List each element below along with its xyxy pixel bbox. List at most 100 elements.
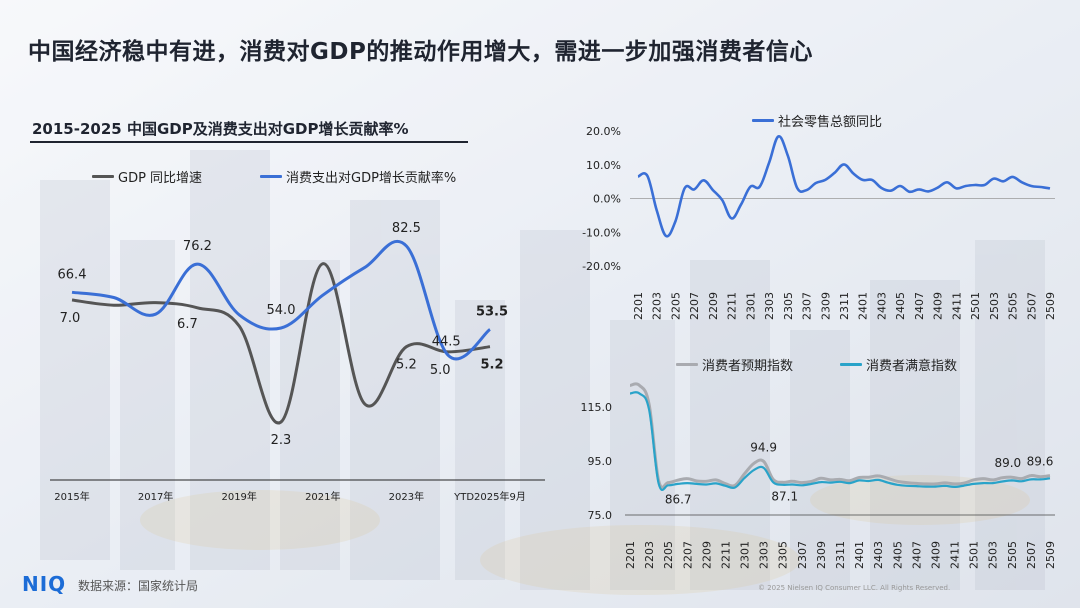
confidence-x-tick-label: 2403	[872, 541, 885, 569]
legend-expect-label: 消费者预期指数	[702, 359, 794, 374]
retail-x-tick-label: 2403	[875, 292, 888, 320]
retail-x-tick-label: 2405	[894, 292, 907, 320]
retail-x-tick-label: 2309	[819, 292, 832, 320]
left-chart-title: 2015-2025 中国GDP及消费支出对GDP增长贡献率%	[32, 120, 409, 138]
retail-x-tick-label: 2301	[744, 292, 757, 320]
legend-gdp-label: GDP 同比增速	[118, 171, 203, 186]
data-label: 94.9	[750, 440, 777, 454]
legend-gdp: GDP 同比增速	[92, 167, 202, 186]
data-label: 86.7	[665, 492, 692, 506]
left-chart-title-underline	[30, 141, 468, 143]
legend-retail-label: 社会零售总额同比	[778, 115, 883, 130]
data-label: 7.0	[60, 311, 81, 326]
retail-x-tick-label: 2311	[838, 292, 851, 320]
retail-x-tick-label: 2503	[988, 292, 1001, 320]
confidence-x-tick-label: 2303	[758, 541, 771, 569]
data-label: 76.2	[183, 239, 212, 254]
series-line-satisfy	[629, 391, 1051, 492]
retail-x-tick-label: 2411	[950, 292, 963, 320]
retail-y-tick-label: -20.0%	[582, 260, 621, 273]
confidence-x-tick-label: 2305	[777, 541, 790, 569]
confidence-x-tick-label: 2307	[796, 541, 809, 569]
data-label: 5.2	[396, 358, 417, 373]
confidence-x-tick-label: 2309	[815, 541, 828, 569]
confidence-x-tick-label: 2407	[910, 541, 923, 569]
confidence-x-tick-label: 2301	[739, 541, 752, 569]
retail-x-tick-label: 2305	[782, 292, 795, 320]
data-label: 89.0	[994, 456, 1021, 470]
confidence-x-tick-label: 2209	[700, 541, 713, 569]
series-line-gdp	[71, 262, 491, 425]
data-label: 82.5	[392, 221, 421, 236]
niq-logo: NIQ	[22, 572, 67, 596]
retail-y-tick-label: 0.0%	[593, 193, 621, 206]
data-label: 66.4	[58, 267, 87, 282]
legend-expect: 消费者预期指数	[676, 355, 793, 374]
data-label: 87.1	[771, 489, 798, 503]
retail-x-tick-label: 2303	[763, 292, 776, 320]
copyright-note: © 2025 Nielsen IQ Consumer LLC. All Righ…	[758, 584, 951, 592]
confidence-x-tick-label: 2207	[681, 541, 694, 569]
confidence-x-tick-label: 2201	[624, 541, 637, 569]
data-label: 44.5	[432, 334, 461, 349]
retail-x-tick-label: 2205	[669, 292, 682, 320]
series-line-retail	[637, 135, 1051, 238]
data-label: 6.7	[177, 317, 198, 332]
series-line-expect	[629, 382, 1051, 489]
legend-retail: 社会零售总额同比	[752, 111, 882, 130]
confidence-y-tick-label: 95.0	[588, 455, 613, 468]
confidence-x-tick-label: 2203	[643, 541, 656, 569]
retail-x-tick-label: 2307	[801, 292, 814, 320]
data-label: 5.2	[480, 358, 503, 373]
retail-x-tick-label: 2207	[688, 292, 701, 320]
retail-x-tick-label: 2509	[1044, 292, 1057, 320]
confidence-x-tick-label: 2411	[949, 541, 962, 569]
confidence-y-tick-label: 115.0	[581, 401, 613, 414]
page-title: 中国经济稳中有进，消费对GDP的推动作用增大，需进一步加强消费者信心	[28, 39, 813, 65]
retail-x-tick-label: 2507	[1025, 292, 1038, 320]
confidence-x-tick-label: 2205	[662, 541, 675, 569]
left-x-tick-label: 2017年	[138, 490, 173, 503]
retail-x-tick-label: 2203	[651, 292, 664, 320]
data-label: 53.5	[476, 304, 508, 319]
data-label: 2.3	[271, 433, 292, 448]
retail-x-tick-label: 2201	[632, 292, 645, 320]
data-label: 54.0	[267, 303, 296, 318]
legend-consumption-swatch	[260, 175, 282, 178]
retail-x-tick-label: 2211	[726, 292, 739, 320]
confidence-x-tick-label: 2507	[1025, 541, 1038, 569]
confidence-x-tick-label: 2503	[987, 541, 1000, 569]
confidence-y-tick-label: 75.0	[588, 509, 613, 522]
confidence-x-tick-label: 2409	[929, 541, 942, 569]
confidence-x-tick-label: 2509	[1044, 541, 1057, 569]
confidence-x-tick-label: 2501	[968, 541, 981, 569]
data-source-note: 数据来源：国家统计局	[78, 579, 199, 593]
left-x-tick-label: 2015年	[54, 490, 89, 503]
legend-consumption: 消费支出对GDP增长贡献率%	[260, 167, 456, 186]
data-label: 89.6	[1027, 455, 1054, 469]
confidence-x-tick-label: 2211	[719, 541, 732, 569]
left-x-tick-label: YTD2025年9月	[453, 490, 526, 503]
retail-x-tick-label: 2209	[707, 292, 720, 320]
left-x-tick-label: 2023年	[389, 490, 424, 503]
retail-x-tick-label: 2501	[969, 292, 982, 320]
confidence-x-tick-label: 2505	[1006, 541, 1019, 569]
left-x-tick-label: 2019年	[221, 490, 256, 503]
data-label: 5.0	[430, 363, 451, 378]
retail-x-tick-label: 2409	[932, 292, 945, 320]
legend-satisfy-swatch	[840, 363, 862, 366]
retail-x-tick-label: 2407	[913, 292, 926, 320]
retail-y-tick-label: -10.0%	[582, 226, 621, 239]
series-line-consumption	[71, 239, 491, 361]
legend-satisfy-label: 消费者满意指数	[866, 359, 958, 374]
legend-gdp-swatch	[92, 175, 114, 178]
legend-expect-swatch	[676, 363, 698, 366]
confidence-x-tick-label: 2401	[853, 541, 866, 569]
left-x-tick-label: 2021年	[305, 490, 340, 503]
legend-retail-swatch	[752, 119, 774, 122]
confidence-x-tick-label: 2311	[834, 541, 847, 569]
